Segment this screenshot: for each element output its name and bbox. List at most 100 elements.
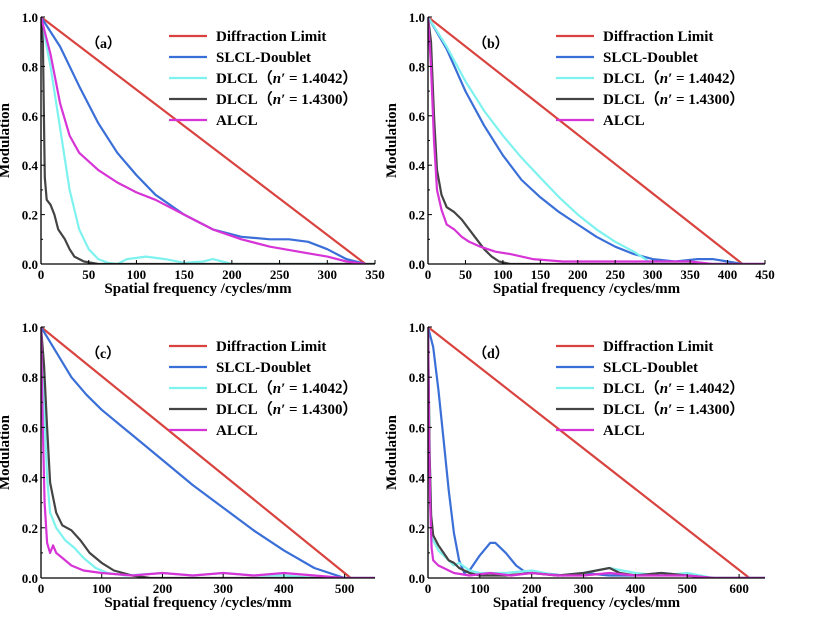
x-tick-label: 400 (626, 581, 646, 596)
x-tick-label: 200 (568, 267, 588, 282)
x-tick-label: 500 (677, 581, 697, 596)
legend-entry: ALCL (603, 113, 645, 129)
chart-panel-b: 0.0 0.2 0.4 0.6 0.8 1.0 0 50 100 150 200 250 300 350 4… (384, 10, 775, 297)
y-tick-label: 0.4 (409, 471, 426, 486)
y-axis-label: Modulation (0, 414, 13, 490)
y-tick-label: 0.0 (409, 571, 425, 586)
series-line-2 (41, 16, 375, 264)
x-tick-label: 200 (153, 581, 173, 596)
series-line-0 (41, 326, 352, 578)
y-tick-label: 1.0 (22, 10, 38, 25)
legend-entry: Diffraction Limit (603, 29, 713, 45)
legend-entry: DLCL（n′ = 1.4300） (216, 90, 358, 108)
y-tick-label: 0.6 (409, 420, 426, 435)
x-axis-label: Spatial frequency /cycles/mm (493, 595, 681, 611)
series-line-3 (41, 16, 375, 264)
legend: Diffraction Limit SLCL-Doublet DLCL（n′ = 1… (556, 339, 745, 439)
x-axis-label: Spatial frequency /cycles/mm (104, 595, 292, 611)
series-line-4 (428, 326, 765, 578)
chart-panel-a: 0.0 0.2 0.4 0.6 0.8 1.0 0 50 100 150 200 250 300 350 S… (0, 10, 385, 297)
y-tick-label: 1.0 (22, 320, 38, 335)
y-tick-label: 0.6 (22, 109, 39, 124)
y-tick-label: 1.0 (409, 320, 425, 335)
y-axis-label: Modulation (384, 102, 400, 178)
series-line-2 (41, 326, 375, 578)
chart-panel-c: 0.0 0.2 0.4 0.6 0.8 1.0 0 100 200 300 400 500 Spatia… (0, 320, 375, 611)
legend-entry: SLCL-Doublet (216, 360, 311, 376)
x-tick-label: 200 (222, 267, 242, 282)
panel-tag: （c） (86, 346, 120, 362)
x-tick-label: 300 (318, 267, 338, 282)
x-tick-label: 0 (425, 267, 432, 282)
x-tick-label: 400 (274, 581, 294, 596)
x-tick-label: 500 (335, 581, 355, 596)
panel-tag: （d） (473, 346, 509, 362)
x-tick-label: 0 (38, 581, 45, 596)
y-tick-label: 0.0 (22, 571, 38, 586)
x-tick-label: 100 (470, 581, 490, 596)
series-line-0 (41, 16, 367, 264)
legend-entry: Diffraction Limit (603, 339, 713, 355)
y-tick-label: 0.2 (22, 208, 38, 223)
x-tick-label: 250 (605, 267, 625, 282)
y-tick-label: 0.8 (409, 370, 426, 385)
x-tick-label: 0 (38, 267, 45, 282)
y-tick-label: 0.0 (409, 257, 425, 272)
legend: Diffraction Limit SLCL-Doublet DLCL（n′ = 1… (169, 339, 358, 439)
x-tick-label: 300 (643, 267, 663, 282)
series-line-4 (41, 16, 366, 264)
legend-entry: DLCL（n′ = 1.4042） (216, 379, 358, 397)
x-tick-label: 150 (531, 267, 551, 282)
legend-entry: DLCL（n′ = 1.4042） (216, 69, 358, 87)
series-line-4 (41, 326, 375, 578)
legend-entry: Diffraction Limit (216, 339, 326, 355)
x-tick-label: 300 (574, 581, 594, 596)
x-tick-label: 450 (755, 267, 775, 282)
y-tick-label: 0.8 (22, 370, 39, 385)
x-tick-label: 600 (729, 581, 749, 596)
panel-tag: （b） (473, 36, 509, 52)
x-tick-label: 100 (493, 267, 513, 282)
x-tick-label: 250 (270, 267, 290, 282)
legend-entry: ALCL (603, 423, 645, 439)
x-tick-label: 400 (718, 267, 738, 282)
legend-entry: DLCL（n′ = 1.4300） (603, 400, 745, 418)
x-tick-label: 150 (174, 267, 194, 282)
legend-entry: ALCL (216, 113, 258, 129)
x-tick-label: 350 (365, 267, 385, 282)
series-line-2 (428, 16, 765, 264)
legend-entry: DLCL（n′ = 1.4042） (603, 69, 745, 87)
y-axis-label: Modulation (384, 414, 400, 490)
x-tick-label: 350 (680, 267, 700, 282)
x-tick-label: 50 (459, 267, 472, 282)
y-tick-label: 0.8 (22, 59, 39, 74)
series-group (41, 16, 375, 264)
series-line-0 (428, 326, 751, 578)
series-line-0 (428, 16, 744, 264)
y-tick-label: 0.4 (22, 471, 39, 486)
legend: Diffraction Limit SLCL-Doublet DLCL（n′ = 1… (556, 29, 745, 129)
series-line-4 (428, 16, 765, 264)
y-tick-label: 0.4 (22, 158, 39, 173)
x-tick-label: 100 (127, 267, 147, 282)
panel-tag: （a） (86, 36, 121, 52)
y-tick-label: 0.0 (22, 257, 38, 272)
legend-entry: DLCL（n′ = 1.4300） (603, 90, 745, 108)
series-line-3 (428, 16, 765, 264)
x-axis-label: Spatial frequency /cycles/mm (104, 281, 292, 297)
series-line-1 (428, 326, 765, 578)
series-line-1 (41, 326, 345, 578)
legend-entry: SLCL-Doublet (603, 360, 698, 376)
series-group (41, 326, 375, 578)
legend: Diffraction Limit SLCL-Doublet DLCL（n′ = 1… (169, 29, 358, 129)
x-tick-label: 100 (92, 581, 112, 596)
y-tick-label: 0.2 (22, 521, 38, 536)
legend-entry: SLCL-Doublet (603, 50, 698, 66)
series-line-3 (41, 326, 375, 578)
x-tick-label: 300 (213, 581, 233, 596)
y-tick-label: 0.6 (409, 109, 426, 124)
series-group (428, 16, 765, 264)
x-tick-label: 0 (425, 581, 432, 596)
series-line-1 (428, 16, 743, 264)
